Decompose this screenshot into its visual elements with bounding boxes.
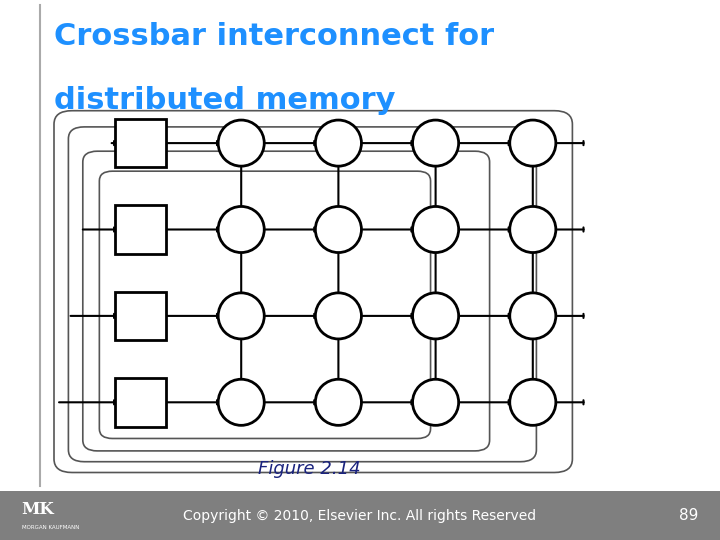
- Ellipse shape: [510, 206, 556, 253]
- Text: distributed memory: distributed memory: [54, 86, 395, 116]
- Ellipse shape: [413, 379, 459, 426]
- Ellipse shape: [218, 379, 264, 426]
- FancyBboxPatch shape: [115, 119, 166, 167]
- Ellipse shape: [218, 206, 264, 253]
- Bar: [0, 491, 720, 540]
- Ellipse shape: [413, 120, 459, 166]
- Ellipse shape: [315, 206, 361, 253]
- FancyBboxPatch shape: [115, 378, 166, 427]
- Ellipse shape: [413, 293, 459, 339]
- Text: MK: MK: [22, 501, 54, 518]
- FancyBboxPatch shape: [115, 292, 166, 340]
- Ellipse shape: [510, 379, 556, 426]
- Text: Figure 2.14: Figure 2.14: [258, 460, 361, 478]
- Ellipse shape: [510, 120, 556, 166]
- FancyBboxPatch shape: [115, 205, 166, 254]
- Ellipse shape: [510, 293, 556, 339]
- Text: Copyright © 2010, Elsevier Inc. All rights Reserved: Copyright © 2010, Elsevier Inc. All righ…: [184, 509, 536, 523]
- Text: MORGAN KAUFMANN: MORGAN KAUFMANN: [22, 525, 79, 530]
- Ellipse shape: [315, 293, 361, 339]
- Ellipse shape: [218, 120, 264, 166]
- Ellipse shape: [218, 293, 264, 339]
- Ellipse shape: [413, 206, 459, 253]
- Text: 89: 89: [679, 508, 698, 523]
- Text: Crossbar interconnect for: Crossbar interconnect for: [54, 22, 494, 51]
- Ellipse shape: [315, 379, 361, 426]
- Ellipse shape: [315, 120, 361, 166]
